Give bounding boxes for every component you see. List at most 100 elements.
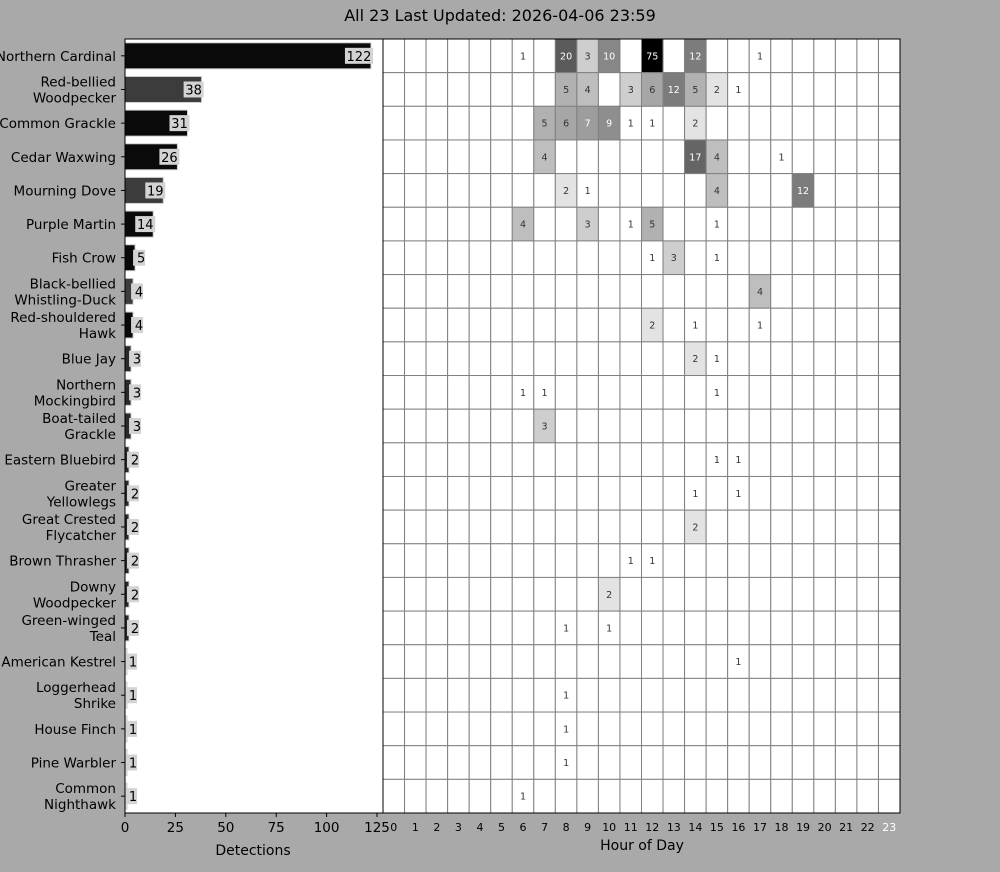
- heatmap-cell: [554, 408, 578, 444]
- heatmap-cell: [813, 206, 836, 242]
- bar-value-label-box: [135, 216, 156, 233]
- heatmap-cell: [813, 274, 836, 309]
- heatmap-cell: [447, 173, 470, 208]
- heatmap-cell: [662, 778, 686, 814]
- bar-value-label-box: [125, 720, 138, 737]
- heatmap-cell: [533, 576, 556, 612]
- heatmap-cell: [447, 105, 470, 141]
- heatmap-cell: [791, 745, 815, 780]
- y-tick-label: Northern: [56, 377, 116, 393]
- hour-tick-label: 8: [563, 821, 570, 834]
- heatmap-cell: [425, 576, 449, 612]
- heatmap-cell: [382, 240, 406, 276]
- heatmap-cell: [490, 677, 513, 713]
- heatmap-cell: [856, 475, 879, 511]
- heatmap-cell: [533, 206, 556, 242]
- heatmap-cell: [856, 408, 879, 444]
- heatmap-cell: [511, 711, 535, 747]
- heatmap-cell: [727, 408, 750, 444]
- heatmap-cell: [597, 72, 621, 107]
- heatmap-cell-value: 1: [649, 119, 655, 130]
- heatmap-cell: [533, 240, 556, 276]
- heatmap-cell: [490, 408, 513, 444]
- heatmap-cell: [554, 274, 578, 309]
- heatmap-cell: [533, 644, 556, 679]
- heatmap-cell: [511, 105, 535, 141]
- heatmap-cell: [727, 745, 750, 780]
- heatmap-cell: [856, 38, 879, 74]
- heatmap-cell: [447, 375, 470, 410]
- heatmap-cell: [597, 307, 621, 343]
- heatmap-cell: [425, 610, 449, 646]
- heatmap-cell: [511, 240, 535, 276]
- heatmap-cell: [597, 139, 621, 175]
- heatmap-cell: [748, 543, 772, 578]
- heatmap-cell: [748, 375, 772, 410]
- heatmap-cell: [684, 274, 707, 309]
- heatmap-cell: [425, 274, 449, 309]
- heatmap-cell: [533, 745, 556, 780]
- heatmap-cell: [533, 778, 556, 814]
- y-tick-label: Eastern Bluebird: [4, 453, 116, 469]
- heatmap-cell: [662, 408, 686, 444]
- heatmap-cell-value: 10: [603, 51, 615, 62]
- heatmap-cell-value: 6: [563, 119, 569, 130]
- heatmap-cell: [447, 475, 470, 511]
- heatmap-cell-value: 1: [606, 623, 612, 634]
- heatmap-cell: [770, 610, 793, 646]
- x-axis-label: Detections: [215, 843, 290, 859]
- heatmap-cell: [813, 475, 836, 511]
- heatmap-cell-value: 4: [757, 287, 763, 298]
- hour-tick-label: 2: [433, 821, 440, 834]
- heatmap-cell-value: 1: [735, 85, 741, 96]
- heatmap-cell: [705, 475, 729, 511]
- bar-value-label: 3: [133, 420, 141, 435]
- heatmap-cell: [597, 543, 621, 578]
- heatmap-cell: [856, 576, 879, 612]
- bar-value-label: 3: [133, 386, 141, 401]
- heatmap-cell: [619, 711, 642, 747]
- heatmap-cell: [770, 38, 793, 74]
- bar-value-label-box: [129, 350, 142, 367]
- bar-value-label: 1: [129, 723, 137, 738]
- heatmap-cell: [770, 509, 793, 545]
- heatmap-cell: [641, 677, 664, 713]
- heatmap-cell: [662, 745, 686, 780]
- heatmap-cell: [468, 677, 492, 713]
- heatmap-cell: [727, 206, 750, 242]
- heatmap-cell: [856, 610, 879, 646]
- hour-tick-label: 22: [861, 821, 875, 834]
- y-tick-label: Cedar Waxwing: [11, 150, 116, 166]
- heatmap-cell-value: 1: [563, 623, 569, 634]
- bar-value-label-box: [127, 619, 140, 636]
- heatmap-cell: [425, 240, 449, 276]
- heatmap-cell: [705, 711, 729, 747]
- heatmap-cell-value: 2: [692, 522, 698, 533]
- bar-value-label-box: [127, 451, 140, 468]
- heatmap-cell: [877, 711, 901, 747]
- heatmap-cell: [834, 442, 858, 477]
- heatmap-cell: [511, 274, 535, 309]
- heatmap-cell: [641, 442, 664, 477]
- heatmap-cell: [727, 375, 750, 410]
- heatmap-cell: [490, 38, 513, 74]
- heatmap-cell: [748, 475, 772, 511]
- heatmap-cell: [490, 711, 513, 747]
- heatmap-cell: [791, 475, 815, 511]
- heatmap-cell: [511, 307, 535, 343]
- heatmap-cell: [576, 711, 599, 747]
- heatmap-cell: [533, 475, 556, 511]
- heatmap-cell: [490, 274, 513, 309]
- heatmap-cell-value: 1: [778, 152, 784, 163]
- heatmap-cell: [597, 677, 621, 713]
- heatmap-cell: [576, 375, 599, 410]
- heatmap-cell: [813, 745, 836, 780]
- heatmap-cell: [468, 38, 492, 74]
- hour-tick-label: 17: [753, 821, 767, 834]
- hour-tick-label: 9: [584, 821, 591, 834]
- bar-value-label-box: [129, 418, 142, 434]
- heatmap-cell: [511, 173, 535, 208]
- heatmap-cell: [684, 173, 707, 208]
- heatmap-cell: [619, 139, 642, 175]
- heatmap-cell: [619, 778, 642, 814]
